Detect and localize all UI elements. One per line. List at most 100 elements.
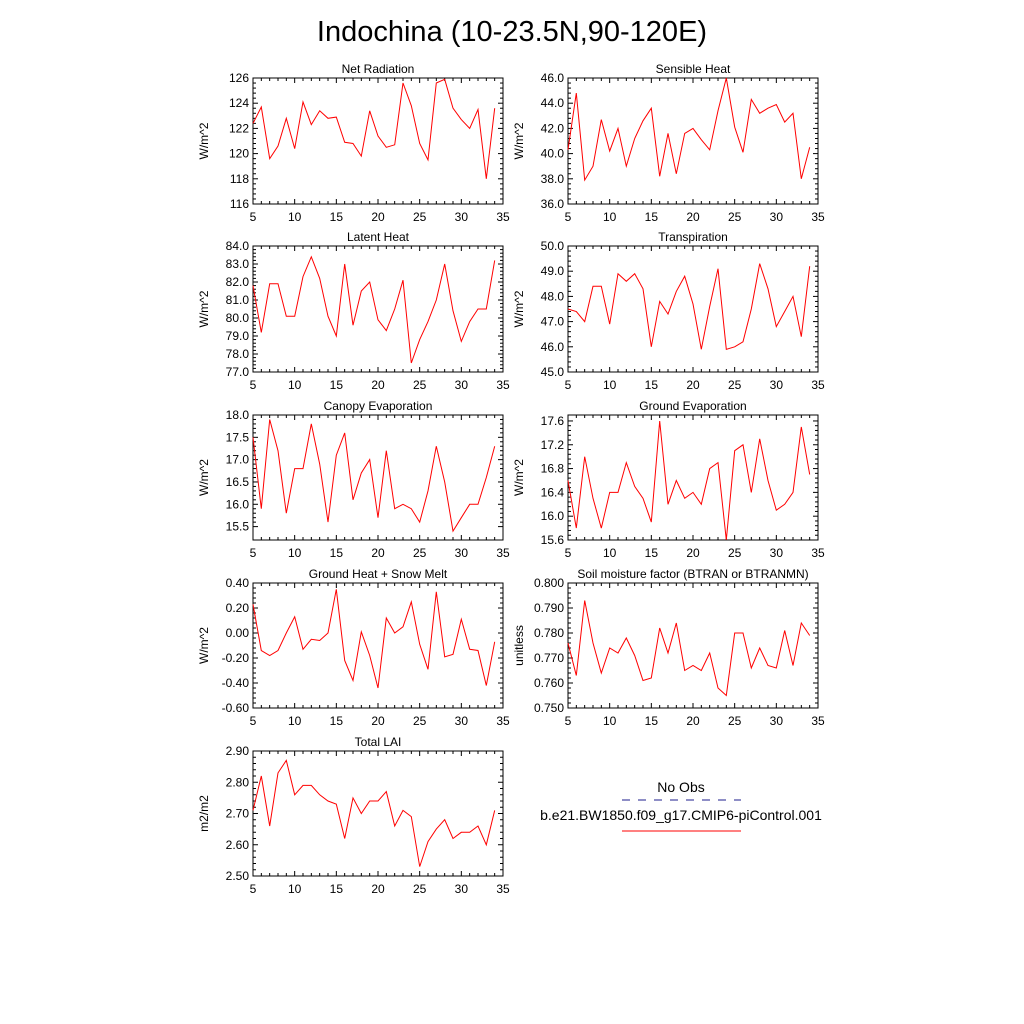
x-tick-label: 15 bbox=[645, 210, 659, 224]
y-tick-label: -0.60 bbox=[222, 701, 250, 715]
figure-title: Indochina (10-23.5N,90-120E) bbox=[317, 16, 707, 48]
y-tick-label: 16.8 bbox=[541, 462, 565, 476]
y-axis-label: W/m^2 bbox=[512, 290, 526, 327]
legend-model-label: b.e21.BW1850.f09_g17.CMIP6-piControl.001 bbox=[540, 807, 822, 823]
y-axis-label: m2/m2 bbox=[197, 795, 211, 832]
y-tick-label: 78.0 bbox=[226, 347, 250, 361]
x-tick-label: 25 bbox=[728, 210, 742, 224]
y-tick-label: 44.0 bbox=[541, 96, 565, 110]
panel-title: Soil moisture factor (BTRAN or BTRANMN) bbox=[577, 567, 808, 581]
x-tick-label: 35 bbox=[811, 714, 825, 728]
y-tick-label: 36.0 bbox=[541, 197, 565, 211]
x-tick-label: 20 bbox=[371, 714, 385, 728]
x-tick-label: 15 bbox=[645, 378, 659, 392]
y-tick-label: 17.6 bbox=[541, 414, 565, 428]
x-tick-label: 5 bbox=[250, 378, 257, 392]
x-tick-label: 30 bbox=[455, 210, 469, 224]
x-tick-label: 15 bbox=[330, 546, 344, 560]
y-tick-label: 15.5 bbox=[226, 520, 250, 534]
x-tick-label: 10 bbox=[603, 714, 617, 728]
x-tick-label: 15 bbox=[330, 210, 344, 224]
x-tick-label: 5 bbox=[565, 210, 572, 224]
x-tick-label: 10 bbox=[288, 210, 302, 224]
x-tick-label: 30 bbox=[455, 714, 469, 728]
panels: Net Radiation 5 10 15 20 25 30 35 116 118 120 122 12… bbox=[197, 62, 825, 896]
y-tick-label: -0.20 bbox=[222, 651, 250, 665]
legend-obs-label: No Obs bbox=[657, 779, 704, 795]
x-tick-label: 15 bbox=[330, 882, 344, 896]
x-tick-label: 10 bbox=[603, 546, 617, 560]
y-tick-label: 18.0 bbox=[226, 408, 250, 422]
y-tick-label: 0.750 bbox=[534, 701, 564, 715]
x-tick-label: 25 bbox=[413, 546, 427, 560]
y-axis-label: W/m^2 bbox=[512, 122, 526, 159]
series-line bbox=[252, 759, 496, 867]
x-tick-label: 10 bbox=[603, 210, 617, 224]
x-tick-label: 15 bbox=[645, 546, 659, 560]
x-tick-label: 25 bbox=[413, 714, 427, 728]
y-tick-label: 81.0 bbox=[226, 293, 250, 307]
y-tick-label: 0.40 bbox=[226, 576, 250, 590]
y-tick-label: 2.60 bbox=[226, 838, 250, 852]
panel-title: Sensible Heat bbox=[656, 62, 731, 76]
x-tick-label: 25 bbox=[413, 378, 427, 392]
y-tick-label: 116 bbox=[230, 197, 249, 211]
y-tick-label: 2.50 bbox=[226, 869, 250, 883]
panel-title: Transpiration bbox=[658, 230, 728, 244]
x-tick-label: 5 bbox=[250, 546, 257, 560]
x-tick-label: 10 bbox=[288, 714, 302, 728]
x-tick-label: 30 bbox=[770, 714, 784, 728]
y-tick-label: 42.0 bbox=[541, 121, 565, 135]
x-tick-label: 10 bbox=[288, 546, 302, 560]
x-tick-label: 35 bbox=[496, 210, 510, 224]
legend: No Obs b.e21.BW1850.f09_g17.CMIP6-piCont… bbox=[540, 779, 822, 832]
y-axis-label: W/m^2 bbox=[512, 459, 526, 496]
y-tick-label: 2.70 bbox=[226, 807, 250, 821]
y-tick-label: 79.0 bbox=[226, 329, 250, 343]
y-tick-label: 2.90 bbox=[226, 744, 250, 758]
y-tick-label: 82.0 bbox=[226, 275, 250, 289]
y-tick-label: 2.80 bbox=[226, 775, 250, 789]
y-tick-label: 17.2 bbox=[541, 438, 565, 452]
x-tick-label: 5 bbox=[565, 378, 572, 392]
x-tick-label: 35 bbox=[811, 378, 825, 392]
y-tick-label: 122 bbox=[229, 121, 249, 135]
panel-3: Latent Heat 5 10 15 20 25 30 35 77.0 78.0 79.0 80.0… bbox=[197, 230, 510, 392]
y-tick-label: 17.0 bbox=[226, 453, 250, 467]
y-tick-label: 0.20 bbox=[226, 601, 250, 615]
y-tick-label: 16.5 bbox=[226, 475, 250, 489]
panel-title: Net Radiation bbox=[342, 62, 415, 76]
x-tick-label: 20 bbox=[371, 546, 385, 560]
panel-5: Canopy Evaporation 5 10 15 20 25 30 35 15.5 16.0 1… bbox=[197, 399, 510, 560]
series-line bbox=[567, 77, 811, 182]
x-tick-label: 35 bbox=[811, 546, 825, 560]
x-tick-label: 35 bbox=[496, 882, 510, 896]
y-tick-label: 0.770 bbox=[534, 651, 564, 665]
y-tick-label: 16.0 bbox=[541, 509, 565, 523]
y-tick-label: 15.6 bbox=[541, 533, 565, 547]
x-tick-label: 20 bbox=[686, 378, 700, 392]
x-tick-label: 25 bbox=[728, 714, 742, 728]
x-tick-label: 25 bbox=[728, 546, 742, 560]
series-line bbox=[252, 419, 496, 533]
y-tick-label: 0.800 bbox=[534, 576, 564, 590]
x-tick-label: 35 bbox=[811, 210, 825, 224]
y-tick-label: 83.0 bbox=[226, 257, 250, 271]
x-tick-label: 25 bbox=[728, 378, 742, 392]
series-line bbox=[252, 255, 496, 364]
y-axis-label: W/m^2 bbox=[197, 627, 211, 664]
x-tick-label: 30 bbox=[455, 882, 469, 896]
x-tick-label: 20 bbox=[371, 882, 385, 896]
y-tick-label: 45.0 bbox=[541, 365, 565, 379]
series-line bbox=[252, 78, 496, 179]
panel-title: Total LAI bbox=[355, 735, 402, 749]
panel-7: Ground Heat + Snow Melt 5 10 15 20 25 30 35 -0.6… bbox=[197, 567, 510, 728]
x-tick-label: 5 bbox=[565, 714, 572, 728]
y-tick-label: 16.0 bbox=[226, 497, 250, 511]
series-line bbox=[252, 589, 496, 689]
panel-6: Ground Evaporation 5 10 15 20 25 30 35 15.6 16.0 1… bbox=[512, 399, 825, 560]
x-tick-label: 5 bbox=[250, 714, 257, 728]
x-tick-label: 30 bbox=[770, 210, 784, 224]
